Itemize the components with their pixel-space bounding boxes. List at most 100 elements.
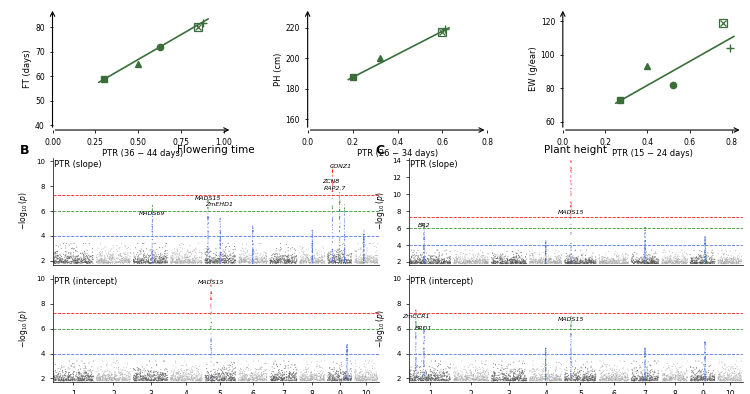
Point	[278, 375, 290, 381]
Point	[172, 377, 184, 384]
Point	[540, 252, 552, 258]
Point	[718, 251, 730, 258]
Point	[629, 256, 641, 262]
Point	[212, 255, 224, 262]
Point	[176, 258, 188, 265]
Point	[698, 376, 710, 382]
Point	[338, 245, 350, 251]
Point	[326, 257, 338, 264]
Point	[242, 253, 254, 260]
Point	[566, 258, 578, 265]
Point	[62, 372, 74, 378]
Point	[297, 254, 309, 260]
Point	[204, 260, 216, 266]
Point	[664, 376, 676, 382]
Point	[518, 375, 530, 381]
Point	[271, 374, 283, 381]
Point	[411, 362, 423, 369]
Point	[728, 256, 740, 263]
Point	[357, 259, 369, 265]
Point	[110, 378, 122, 384]
Point	[418, 353, 430, 359]
Point	[540, 373, 552, 379]
Point	[432, 376, 444, 383]
Point	[538, 376, 550, 383]
Point	[505, 256, 517, 262]
Point	[73, 260, 85, 266]
Point	[502, 260, 514, 266]
Point	[461, 258, 473, 265]
Point	[166, 249, 178, 255]
Point	[509, 377, 521, 383]
Point	[247, 255, 259, 262]
Point	[268, 377, 280, 383]
Point	[323, 257, 335, 264]
Point	[723, 258, 735, 265]
Point	[341, 352, 353, 358]
Point	[228, 377, 240, 383]
Point	[334, 367, 346, 373]
Point	[622, 260, 634, 267]
Point	[502, 256, 514, 262]
Point	[454, 259, 466, 266]
Point	[86, 372, 98, 378]
Point	[338, 232, 350, 238]
Point	[156, 257, 168, 264]
Point	[410, 256, 422, 263]
Point	[58, 256, 70, 262]
Point	[542, 374, 554, 381]
Point	[341, 375, 353, 381]
Point	[358, 247, 370, 254]
Point	[84, 257, 96, 263]
Point	[601, 257, 613, 264]
Point	[251, 253, 262, 259]
Point	[270, 256, 282, 262]
Point	[500, 377, 512, 384]
Point	[634, 258, 646, 265]
Point	[470, 258, 482, 264]
Point	[180, 257, 192, 263]
Point	[204, 258, 216, 265]
Point	[104, 251, 116, 258]
Point	[639, 232, 651, 238]
Point	[652, 260, 664, 266]
Point	[358, 239, 370, 245]
Point	[454, 258, 466, 264]
Point	[680, 260, 692, 266]
Point	[236, 248, 248, 254]
Point	[334, 366, 346, 373]
Point	[116, 372, 128, 378]
Point	[142, 377, 154, 383]
Point	[329, 259, 341, 266]
Point	[611, 364, 623, 370]
Point	[699, 258, 711, 264]
Point	[72, 378, 84, 384]
Point	[694, 259, 706, 265]
Point	[661, 372, 673, 379]
Point	[155, 254, 167, 260]
Point	[306, 244, 318, 250]
Point	[422, 373, 434, 379]
Point	[706, 256, 718, 263]
Point	[672, 368, 684, 375]
Point	[638, 257, 650, 264]
Point	[545, 260, 557, 266]
Point	[463, 374, 475, 380]
Point	[340, 375, 352, 382]
Point	[466, 370, 478, 377]
Point	[368, 257, 380, 263]
Point	[459, 259, 471, 265]
Point	[182, 260, 194, 266]
Point	[458, 260, 470, 266]
Point	[539, 362, 551, 369]
Point	[91, 375, 103, 381]
Point	[689, 259, 701, 266]
Point	[172, 256, 184, 262]
Point	[122, 260, 134, 266]
Text: MADS15: MADS15	[558, 318, 584, 323]
Point	[55, 254, 67, 260]
Point	[580, 260, 592, 266]
Point	[658, 260, 670, 266]
Point	[620, 254, 632, 260]
Point	[223, 257, 235, 264]
